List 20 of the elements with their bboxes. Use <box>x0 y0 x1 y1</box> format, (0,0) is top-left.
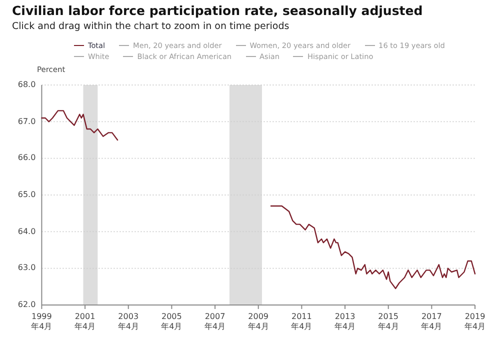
x-tick-label: 2009年4月 <box>247 312 270 332</box>
x-tick-label: 2003年4月 <box>117 312 140 332</box>
y-tick-label: 68.0 <box>16 80 36 89</box>
x-tick-label: 1999年4月 <box>30 312 53 332</box>
y-tick-label: 62.0 <box>16 300 36 309</box>
x-tick-label: 2007年4月 <box>204 312 226 332</box>
x-tick-label: 2019年4月 <box>464 312 486 332</box>
y-tick-label: 65.0 <box>16 190 36 199</box>
x-tick-label: 2001年4月 <box>74 312 96 332</box>
chart-title: Civilian labor force participation rate, seasonally adjusted <box>12 3 423 18</box>
y-tick-label: 64.0 <box>16 226 36 236</box>
x-tick-label: 2015年4月 <box>377 312 400 332</box>
chart-subtitle: Click and drag within the chart to zoom in on time periods <box>12 21 290 32</box>
x-tick-label: 2013年4月 <box>334 312 356 332</box>
y-tick-label: 63.0 <box>16 263 36 272</box>
x-tick-label: 2005年4月 <box>160 312 183 332</box>
x-tick-label: 2011年4月 <box>290 312 313 332</box>
x-tick-label: 2017年4月 <box>420 312 443 332</box>
y-tick-label: 67.0 <box>16 116 36 126</box>
y-tick-label: 66.0 <box>16 153 36 162</box>
